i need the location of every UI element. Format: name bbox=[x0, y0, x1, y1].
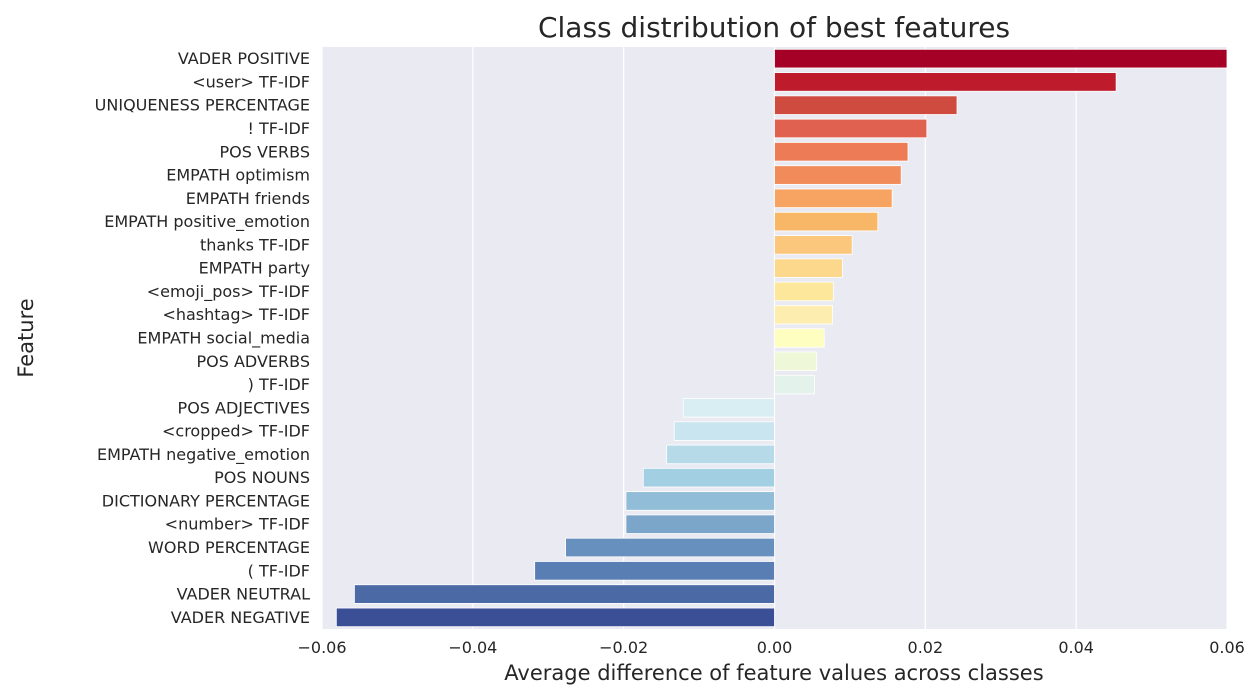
category-label-15: POS ADJECTIVES bbox=[178, 398, 310, 417]
category-label-12: EMPATH social_media bbox=[137, 329, 310, 349]
bar-8 bbox=[774, 235, 853, 255]
bar-2 bbox=[774, 95, 958, 115]
category-label-3: ! TF-IDF bbox=[248, 119, 311, 138]
bar-16 bbox=[673, 421, 775, 441]
x-axis-label: Average difference of feature values acr… bbox=[504, 661, 1043, 685]
bar-4 bbox=[774, 142, 909, 162]
category-label-20: <number> TF-IDF bbox=[165, 515, 310, 534]
x-tick-label-5: 0.04 bbox=[1058, 638, 1094, 657]
bar-0 bbox=[774, 48, 1228, 69]
bar-15 bbox=[682, 398, 775, 418]
bar-13 bbox=[774, 351, 818, 371]
bars bbox=[335, 48, 1228, 628]
category-label-16: <cropped> TF-IDF bbox=[162, 422, 310, 441]
bar-11 bbox=[774, 305, 833, 325]
chart-title: Class distribution of best features bbox=[538, 11, 1010, 44]
category-label-13: POS ADVERBS bbox=[197, 352, 311, 371]
category-label-8: thanks TF-IDF bbox=[200, 235, 310, 254]
x-tick-label-0: −0.06 bbox=[297, 638, 346, 657]
bar-17 bbox=[666, 444, 775, 465]
bar-12 bbox=[774, 328, 825, 348]
bar-22 bbox=[534, 561, 775, 581]
bar-10 bbox=[774, 281, 834, 302]
category-label-9: EMPATH party bbox=[199, 259, 310, 278]
x-tick-label-4: 0.02 bbox=[908, 638, 944, 657]
bar-24 bbox=[335, 607, 775, 628]
category-label-23: VADER NEUTRAL bbox=[177, 585, 310, 604]
category-label-10: <emoji_pos> TF-IDF bbox=[147, 282, 310, 302]
bar-6 bbox=[774, 188, 893, 209]
category-label-6: EMPATH friends bbox=[186, 189, 310, 208]
bar-9 bbox=[774, 258, 843, 278]
y-axis-label: Feature bbox=[14, 298, 38, 377]
bar-5 bbox=[774, 165, 902, 185]
bar-14 bbox=[774, 374, 815, 395]
bar-20 bbox=[625, 514, 775, 534]
bar-23 bbox=[354, 584, 775, 604]
bar-1 bbox=[774, 72, 1117, 92]
category-label-5: EMPATH optimism bbox=[166, 166, 310, 185]
category-label-14: ) TF-IDF bbox=[248, 375, 310, 394]
x-tick-label-3: 0.00 bbox=[757, 638, 793, 657]
x-tick-label-1: −0.04 bbox=[448, 638, 497, 657]
category-label-19: DICTIONARY PERCENTAGE bbox=[102, 491, 310, 510]
bar-7 bbox=[774, 211, 879, 232]
category-label-17: EMPATH negative_emotion bbox=[97, 445, 310, 465]
category-label-18: POS NOUNS bbox=[214, 468, 310, 487]
bar-3 bbox=[774, 118, 928, 139]
bar-18 bbox=[642, 467, 775, 488]
category-label-4: POS VERBS bbox=[219, 142, 310, 161]
bar-19 bbox=[625, 491, 775, 511]
x-tick-labels: −0.06 −0.04 −0.02 0.00 0.02 0.04 0.06 bbox=[297, 638, 1244, 657]
category-label-24: VADER NEGATIVE bbox=[171, 608, 310, 627]
category-labels: VADER POSITIVE <user> TF-IDF UNIQUENESS PE… bbox=[95, 49, 310, 627]
x-tick-label-2: −0.02 bbox=[599, 638, 648, 657]
category-label-1: <user> TF-IDF bbox=[192, 72, 310, 91]
category-label-21: WORD PERCENTAGE bbox=[148, 538, 310, 557]
category-label-0: VADER POSITIVE bbox=[178, 49, 310, 68]
category-label-2: UNIQUENESS PERCENTAGE bbox=[95, 96, 310, 115]
x-tick-label-6: 0.06 bbox=[1209, 638, 1245, 657]
category-label-22: ( TF-IDF bbox=[248, 561, 310, 580]
category-label-11: <hashtag> TF-IDF bbox=[162, 305, 310, 324]
category-label-7: EMPATH positive_emotion bbox=[104, 212, 310, 232]
bar-21 bbox=[565, 537, 775, 558]
